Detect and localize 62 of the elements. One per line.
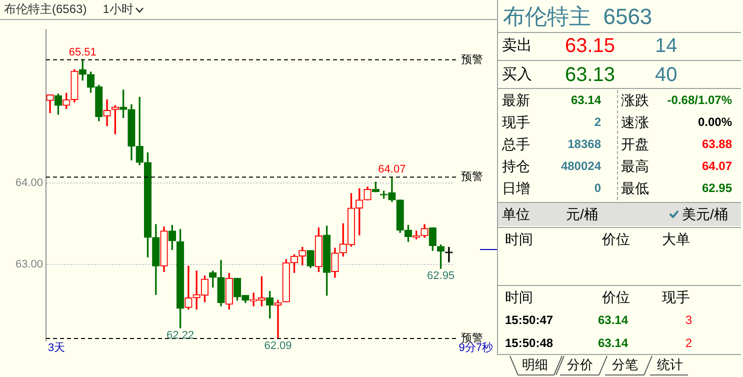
- text: 63.13: [565, 63, 616, 87]
- text: 分价: [567, 357, 593, 373]
- text: 2: [594, 114, 601, 130]
- text: 3天: [48, 341, 66, 355]
- text: 15:50:48: [505, 336, 554, 350]
- text: 0.00%: [698, 114, 732, 130]
- text: 价位: [602, 288, 630, 306]
- candlestick: [445, 246, 453, 262]
- text: 9分7秒: [458, 342, 493, 355]
- text: 0: [594, 180, 601, 196]
- text: 持仓: [502, 158, 530, 174]
- annotation: 62.22: [166, 329, 194, 342]
- text: 大单: [662, 230, 690, 248]
- ref-line-label: 预警: [461, 54, 483, 66]
- annotation: 64.07: [378, 164, 406, 176]
- text: -0.68/1.07%: [667, 92, 732, 108]
- text: 63.15: [565, 34, 616, 58]
- text: 15:50:47: [505, 312, 554, 328]
- y-tick-label: 64.00: [15, 176, 43, 189]
- y-tick-label: 63.00: [15, 258, 43, 270]
- text: 速涨: [621, 114, 649, 130]
- text: 分笔: [612, 357, 638, 373]
- candlestick: [103, 99, 111, 126]
- text: 18368: [568, 136, 601, 152]
- text: 63.14: [570, 92, 601, 108]
- text: 480024: [560, 158, 601, 174]
- annotation: 62.09: [264, 340, 292, 352]
- candlestick: [274, 300, 282, 339]
- text: 最高: [621, 158, 649, 174]
- text: 2: [685, 336, 692, 350]
- text: 62.95: [702, 180, 732, 196]
- text: 40: [655, 63, 678, 87]
- text: 3: [685, 312, 692, 328]
- text: 卖出: [502, 37, 532, 55]
- text: 买入: [502, 66, 532, 84]
- text: 涨跌: [621, 92, 649, 108]
- text: 开盘: [621, 136, 649, 152]
- text: 时间: [505, 288, 533, 306]
- text: 明细: [522, 357, 548, 373]
- text: 64.07: [702, 158, 732, 174]
- text: 63.88: [702, 136, 732, 152]
- annotation: 65.51: [68, 46, 96, 58]
- text: 63.14: [598, 336, 628, 350]
- text: 总手: [502, 136, 530, 152]
- chart-title: 布伦特主(6563): [4, 1, 87, 18]
- text: 价位: [602, 230, 630, 248]
- text: 元/桶: [566, 206, 598, 222]
- text: 美元/桶: [682, 206, 728, 222]
- text: 现手: [502, 114, 530, 130]
- text: 单位: [502, 206, 530, 222]
- chart-subtitle: 1小时: [102, 1, 134, 18]
- text: 现手: [662, 288, 690, 306]
- text: 最低: [621, 180, 649, 196]
- ref-line-label: 预警: [461, 171, 483, 184]
- text: 最新: [502, 92, 530, 108]
- text: 布伦特主 6563: [503, 3, 652, 31]
- text: 日增: [502, 180, 530, 196]
- text: 63.14: [598, 312, 628, 328]
- text: 14: [655, 34, 678, 58]
- text: 时间: [505, 230, 533, 248]
- annotation: 62.95: [427, 270, 455, 282]
- text: 统计: [657, 357, 683, 373]
